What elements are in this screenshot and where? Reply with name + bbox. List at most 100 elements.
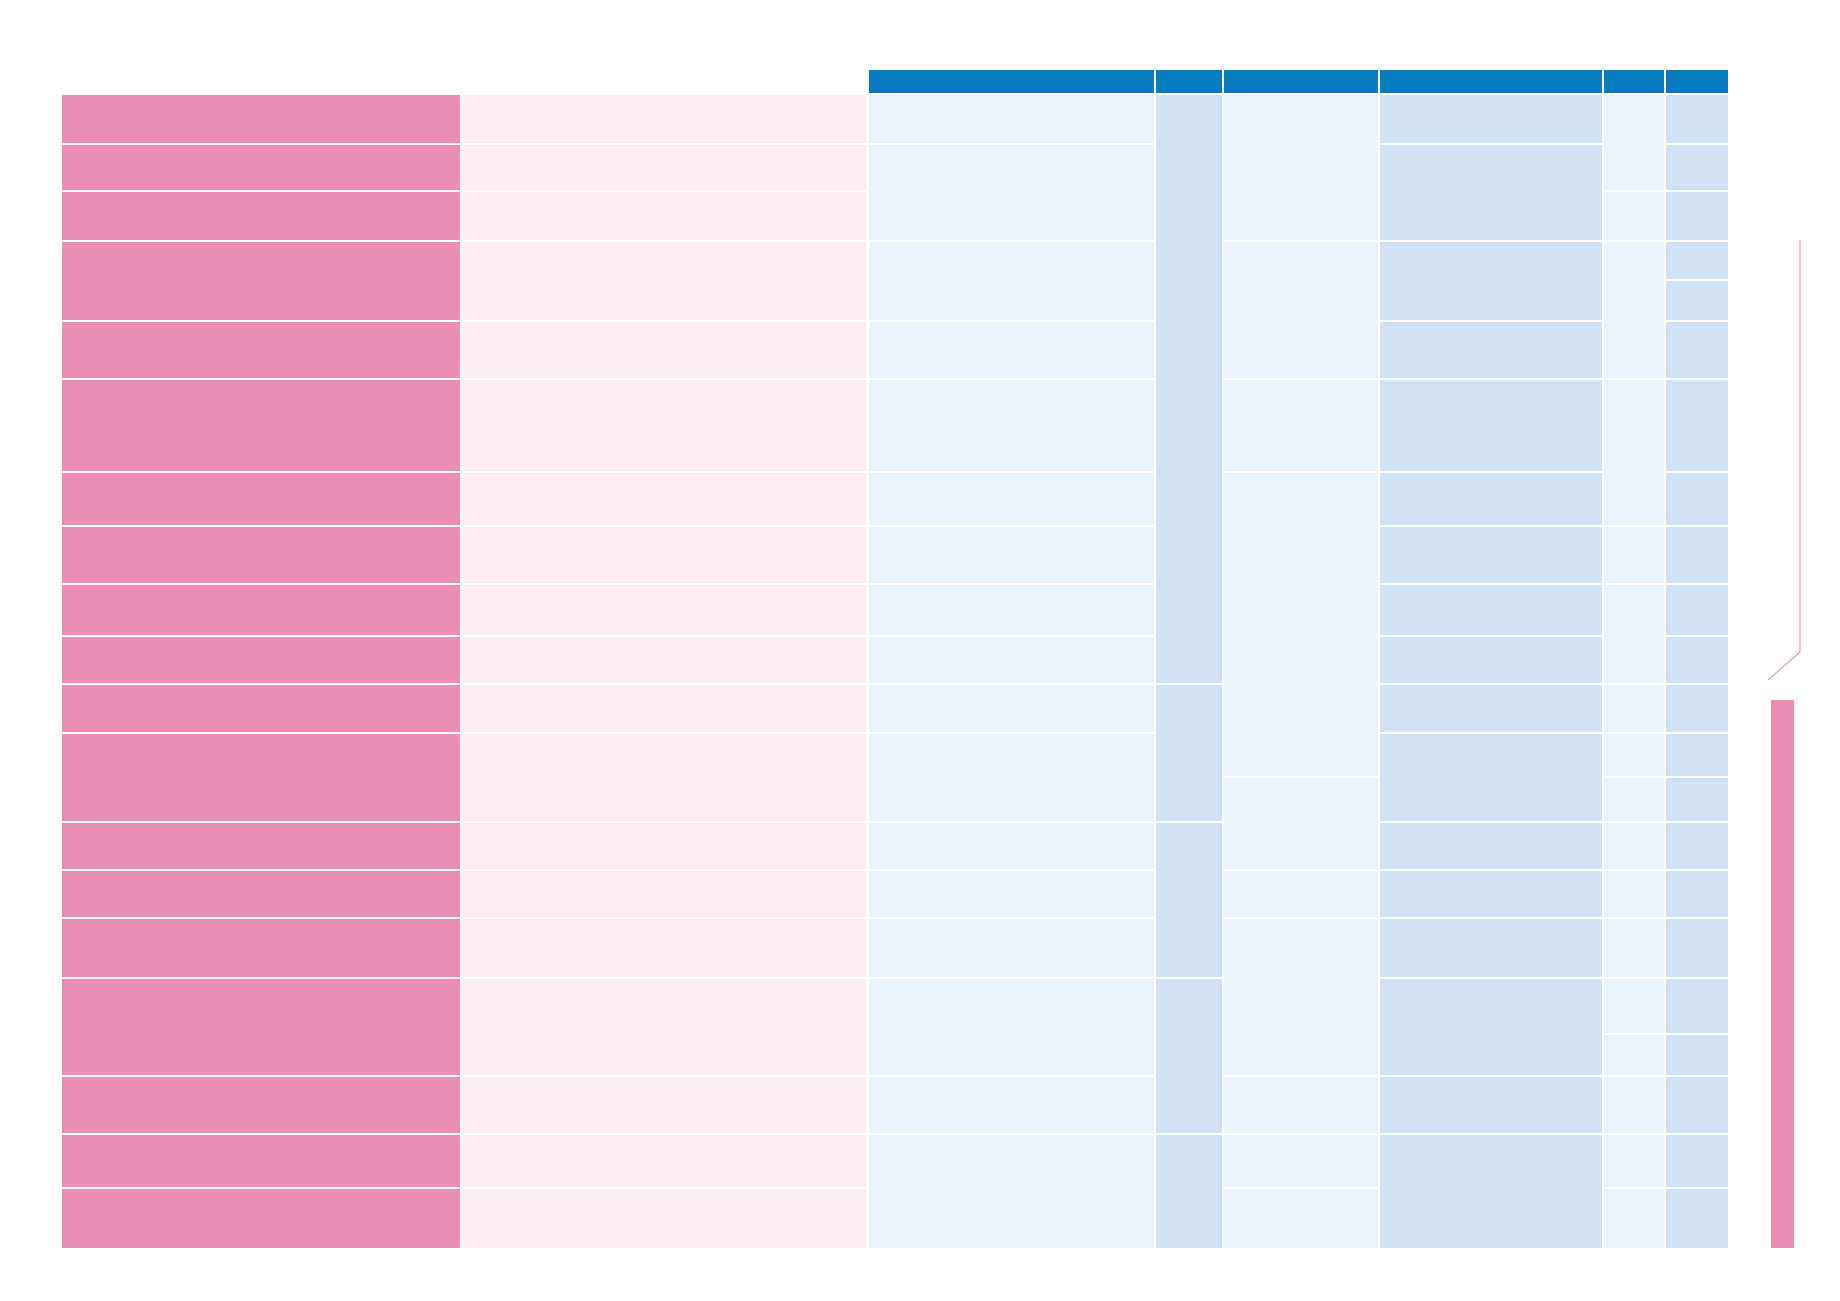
row-desc-15	[462, 919, 866, 977]
row-desc-13	[462, 823, 866, 869]
data-cell-c6-8	[1666, 473, 1728, 525]
row-desc-5	[462, 322, 866, 378]
data-cell-c5-6	[1604, 585, 1664, 683]
row-desc-7	[462, 473, 866, 525]
data-cell-c5-2	[1604, 192, 1664, 240]
data-cell-c4-17	[1380, 1135, 1602, 1248]
data-cell-c6-6	[1666, 322, 1728, 378]
data-cell-c1-4	[869, 322, 1154, 378]
data-cell-c6-20	[1666, 1077, 1728, 1133]
row-desc-11	[462, 685, 866, 732]
data-cell-c4-5	[1380, 380, 1602, 471]
data-cell-c6-10	[1666, 585, 1728, 635]
header-column-2	[1156, 70, 1222, 93]
data-cell-c3-5	[1224, 778, 1378, 869]
header-column-4	[1380, 70, 1602, 93]
data-cell-c1-16	[869, 1077, 1154, 1133]
row-label-9	[62, 585, 460, 635]
row-desc-8	[462, 527, 866, 583]
data-cell-c6-15	[1666, 823, 1728, 869]
data-cell-c5-15	[1604, 1077, 1664, 1133]
row-label-6	[62, 380, 460, 471]
data-cell-c6-7	[1666, 380, 1728, 471]
data-cell-c1-1	[869, 95, 1154, 143]
data-cell-c6-2	[1666, 145, 1728, 190]
data-cell-c1-5	[869, 380, 1154, 471]
data-cell-c6-21	[1666, 1135, 1728, 1187]
row-desc-17	[462, 1077, 866, 1133]
data-cell-c1-17	[869, 1135, 1154, 1248]
data-cell-c3-4	[1224, 473, 1378, 776]
row-label-17	[62, 1077, 460, 1133]
row-desc-12	[462, 734, 866, 821]
data-cell-c1-14	[869, 919, 1154, 977]
data-cell-c3-3	[1224, 380, 1378, 471]
header-column-3	[1224, 70, 1378, 93]
data-cell-c4-11	[1380, 734, 1602, 821]
data-cell-c6-3	[1666, 192, 1728, 240]
data-cell-c1-6	[869, 473, 1154, 525]
data-cell-c3-10	[1224, 1189, 1378, 1248]
data-cell-c4-3	[1380, 242, 1602, 320]
row-label-15	[62, 919, 460, 977]
page-edge-bracket	[1767, 240, 1801, 681]
data-cell-c6-12	[1666, 685, 1728, 732]
data-cell-c5-16	[1604, 1135, 1664, 1187]
data-cell-c4-10	[1380, 685, 1602, 732]
row-label-19	[62, 1189, 460, 1248]
data-cell-c6-4	[1666, 242, 1728, 279]
row-label-8	[62, 527, 460, 583]
data-cell-c5-12	[1604, 919, 1664, 977]
data-cell-c5-3	[1604, 242, 1664, 378]
row-desc-3	[462, 192, 866, 240]
data-cell-c5-11	[1604, 871, 1664, 917]
data-cell-c5-13	[1604, 979, 1664, 1033]
row-label-3	[62, 192, 460, 240]
data-cell-c6-14	[1666, 778, 1728, 821]
data-cell-c4-4	[1380, 322, 1602, 378]
data-cell-c2-5	[1156, 1135, 1222, 1248]
data-cell-c1-9	[869, 637, 1154, 683]
data-cell-c2-1	[1156, 95, 1222, 683]
data-cell-c6-11	[1666, 637, 1728, 683]
row-desc-9	[462, 585, 866, 635]
data-cell-c6-22	[1666, 1189, 1728, 1248]
row-desc-2	[462, 145, 866, 190]
data-cell-c5-10	[1604, 823, 1664, 869]
data-cell-c4-1	[1380, 95, 1602, 143]
data-cell-c3-8	[1224, 1077, 1378, 1133]
row-label-11	[62, 685, 460, 732]
row-label-12	[62, 734, 460, 821]
data-cell-c2-4	[1156, 979, 1222, 1133]
data-cell-c4-9	[1380, 637, 1602, 683]
data-cell-c2-2	[1156, 685, 1222, 821]
row-desc-4	[462, 242, 866, 320]
data-cell-c6-19	[1666, 1035, 1728, 1075]
row-label-18	[62, 1135, 460, 1187]
data-cell-c1-7	[869, 527, 1154, 583]
data-cell-c3-6	[1224, 871, 1378, 917]
row-label-7	[62, 473, 460, 525]
data-cell-c6-1	[1666, 95, 1728, 143]
data-cell-c1-2	[869, 145, 1154, 240]
data-cell-c4-6	[1380, 473, 1602, 525]
data-cell-c1-10	[869, 685, 1154, 732]
data-cell-c6-16	[1666, 871, 1728, 917]
row-desc-10	[462, 637, 866, 683]
row-label-14	[62, 871, 460, 917]
data-cell-c6-18	[1666, 979, 1728, 1033]
data-cell-c3-7	[1224, 919, 1378, 1075]
data-cell-c4-8	[1380, 585, 1602, 635]
data-cell-c4-2	[1380, 145, 1602, 240]
data-cell-c5-17	[1604, 1189, 1664, 1248]
data-cell-c4-12	[1380, 823, 1602, 869]
data-cell-c6-17	[1666, 919, 1728, 977]
data-cell-c5-4	[1604, 380, 1664, 525]
data-cell-c5-9	[1604, 778, 1664, 821]
row-desc-6	[462, 380, 866, 471]
data-cell-c3-2	[1224, 242, 1378, 378]
data-cell-c4-16	[1380, 1077, 1602, 1133]
header-column-5	[1604, 70, 1664, 93]
data-cell-c5-5	[1604, 527, 1664, 583]
